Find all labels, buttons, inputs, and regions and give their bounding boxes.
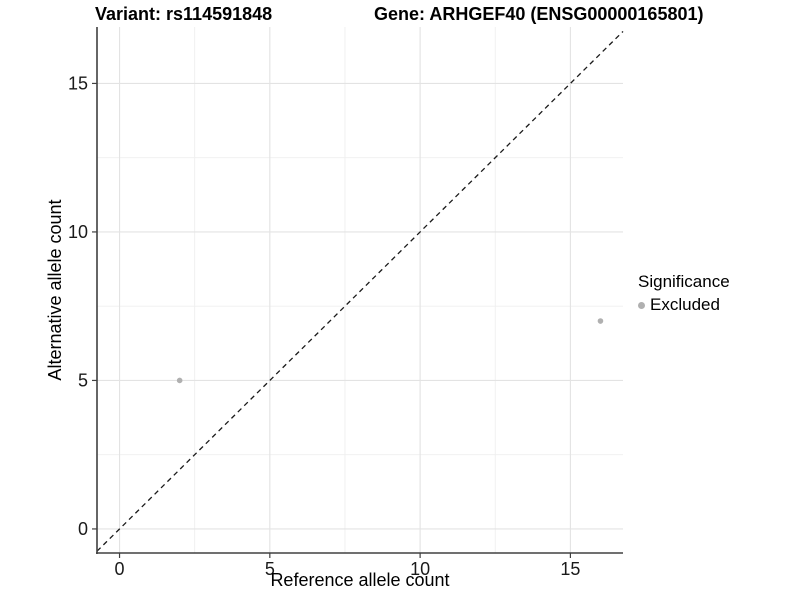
plot-title-variant: Variant: rs114591848 xyxy=(95,4,273,24)
y-tick-label: 10 xyxy=(68,222,88,242)
legend-item-excluded: Excluded xyxy=(638,295,730,315)
y-tick-label: 0 xyxy=(78,519,88,539)
data-point xyxy=(176,377,183,384)
x-axis-title: Reference allele count xyxy=(270,570,450,590)
legend-title: Significance xyxy=(638,272,730,291)
x-tick-label: 15 xyxy=(560,559,580,579)
plot-title-gene: Gene: ARHGEF40 (ENSG00000165801) xyxy=(374,4,704,24)
identity-line xyxy=(96,30,624,552)
x-tick-label: 0 xyxy=(115,559,125,579)
data-point xyxy=(597,318,604,324)
legend: Significance Excluded xyxy=(638,272,730,315)
legend-key-dot-icon xyxy=(638,301,645,309)
legend-item-label: Excluded xyxy=(650,295,720,314)
y-tick-label: 15 xyxy=(68,73,88,93)
y-tick-label: 5 xyxy=(78,370,88,390)
x-tick-label: 10 xyxy=(410,559,430,579)
y-axis-title: Alternative allele count xyxy=(45,199,65,381)
x-tick-label: 5 xyxy=(265,559,275,579)
